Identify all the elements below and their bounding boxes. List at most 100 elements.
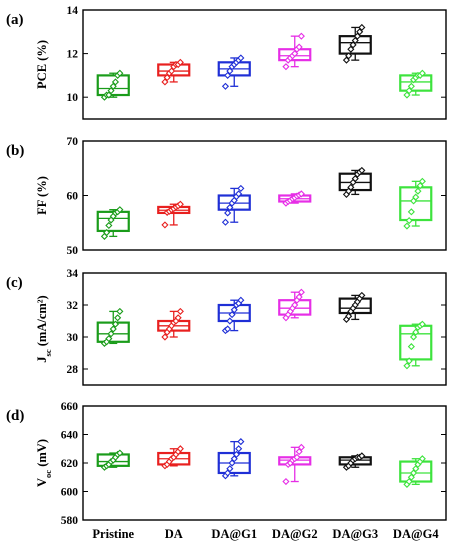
data-point [176, 200, 184, 208]
x-category-label: DA@G1 [211, 527, 257, 541]
panel-2: (b) 50 60 70 FF (%) [6, 136, 447, 257]
box-da [157, 307, 191, 341]
data-point [230, 455, 238, 463]
y-tick-label: 34 [67, 268, 79, 280]
data-point [224, 469, 232, 477]
box-body [96, 453, 130, 467]
data-point [176, 445, 184, 453]
box-da-g1 [217, 184, 251, 226]
data-point [351, 36, 359, 45]
data-point [109, 325, 117, 333]
data-point [161, 78, 169, 86]
box-da [157, 200, 191, 229]
data-point [237, 54, 245, 62]
y-axis-label-subscript: sc [43, 349, 53, 356]
data-point [224, 71, 232, 79]
data-point [291, 301, 299, 309]
box-da-g1 [217, 438, 251, 480]
data-point [221, 218, 230, 226]
y-axis-label: PCE (%) [35, 40, 49, 89]
data-point [407, 343, 415, 351]
data-point [297, 288, 305, 296]
data-point [297, 32, 305, 40]
data-point [116, 307, 124, 315]
data-point [235, 445, 243, 453]
box-body [96, 74, 130, 97]
box-body [96, 321, 130, 343]
y-tick-label: 14 [67, 5, 79, 17]
box-pristine [96, 449, 130, 471]
data-point [228, 311, 236, 319]
y-tick-label: 30 [67, 332, 79, 344]
data-point [176, 58, 184, 66]
data-point [342, 56, 351, 64]
data-point [114, 314, 122, 322]
data-point [176, 307, 184, 315]
box-da-g1 [217, 54, 251, 90]
y-tick-label: 660 [61, 401, 79, 413]
box-body [338, 297, 372, 315]
x-category-label: DA@G3 [332, 527, 378, 541]
panel-label: (c) [6, 275, 23, 291]
data-point [403, 91, 411, 99]
box-body [399, 460, 433, 483]
data-point [111, 78, 120, 86]
box-body [399, 186, 433, 222]
data-point [107, 87, 115, 95]
data-point [353, 32, 362, 40]
box-da [157, 445, 191, 470]
data-point [418, 69, 426, 77]
data-point [347, 45, 355, 53]
y-tick-label: 600 [61, 487, 79, 499]
box-da-g4 [399, 455, 433, 488]
panel-3: (c) 28 30 32 34 Jsc (mA/cm²) [6, 268, 447, 386]
data-point [405, 357, 413, 365]
data-point [111, 320, 120, 328]
data-point [291, 50, 299, 58]
data-point [226, 465, 234, 473]
y-axis-label-unit: (mA/cm²) [35, 295, 49, 349]
data-point [407, 82, 415, 90]
y-tick-label: 580 [61, 515, 79, 527]
plot-frame [82, 9, 447, 120]
y-tick-label: 32 [67, 300, 79, 312]
data-point [412, 465, 420, 473]
data-point [224, 209, 232, 217]
data-point [403, 362, 411, 370]
data-point [407, 208, 415, 216]
data-point [221, 82, 230, 90]
data-point [351, 175, 359, 183]
panel-label: (b) [6, 143, 24, 159]
plot-frame [82, 140, 447, 251]
data-point [174, 314, 182, 322]
box-da-g3 [338, 291, 372, 323]
y-axis-label-unit: (mV) [35, 439, 49, 470]
data-point [345, 52, 353, 60]
data-point [161, 333, 169, 341]
box-da-g3 [338, 23, 372, 64]
data-point [405, 87, 413, 95]
data-point [358, 291, 366, 299]
data-point [116, 449, 124, 457]
data-point [237, 438, 245, 446]
data-point [409, 469, 418, 477]
data-point [237, 296, 245, 304]
data-point [226, 317, 234, 325]
box-da-g3 [338, 452, 372, 471]
data-point [109, 82, 117, 90]
data-point [414, 187, 422, 195]
box-da-g1 [217, 296, 251, 335]
panel-label: (a) [6, 12, 24, 28]
data-point [107, 330, 115, 338]
data-point [224, 325, 232, 333]
data-point [297, 190, 305, 198]
data-point [226, 67, 234, 75]
box-da-g2 [278, 288, 312, 322]
box-da-g2 [278, 190, 312, 207]
y-axis-label-main: V [35, 478, 49, 487]
data-point [161, 221, 169, 229]
y-tick-label: 620 [61, 458, 79, 470]
data-point [418, 177, 426, 185]
data-point [237, 184, 245, 192]
